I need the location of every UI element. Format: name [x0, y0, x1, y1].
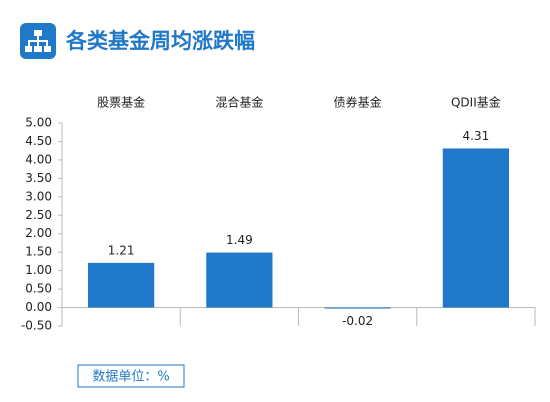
- note-box: [77, 364, 185, 388]
- y-tick-label: 5.00: [25, 116, 52, 130]
- category-label: QDII基金: [451, 95, 501, 110]
- chart-title: 各类基金周均涨跌幅: [65, 29, 255, 53]
- y-tick-label: 0.00: [25, 300, 52, 314]
- y-tick-label: 0.50: [25, 282, 52, 296]
- data-label: 1.21: [108, 243, 135, 257]
- unit-note: 数据单位：%: [92, 370, 169, 385]
- category-label: 股票基金: [97, 95, 145, 110]
- y-tick-label: -0.50: [21, 319, 52, 333]
- data-label: -0.02: [342, 314, 373, 328]
- category-label: 混合基金: [215, 95, 263, 110]
- icon-glyph: [25, 30, 51, 52]
- bar: [442, 148, 509, 308]
- y-tick-label: 3.00: [25, 189, 52, 203]
- y-tick-label: 2.00: [25, 226, 52, 240]
- y-tick-label: 4.00: [25, 152, 52, 166]
- data-label: 4.31: [463, 129, 490, 143]
- bar: [324, 307, 391, 309]
- bar: [88, 262, 155, 308]
- y-tick-label: 2.50: [25, 208, 52, 222]
- y-tick-label: 1.50: [25, 245, 52, 259]
- y-tick-label: 1.00: [25, 263, 52, 277]
- y-tick-label: 4.50: [25, 134, 52, 148]
- y-tick-label: 3.50: [25, 171, 52, 185]
- data-label: 1.49: [226, 233, 253, 247]
- category-label: 债券基金: [334, 95, 382, 110]
- bar: [206, 252, 273, 308]
